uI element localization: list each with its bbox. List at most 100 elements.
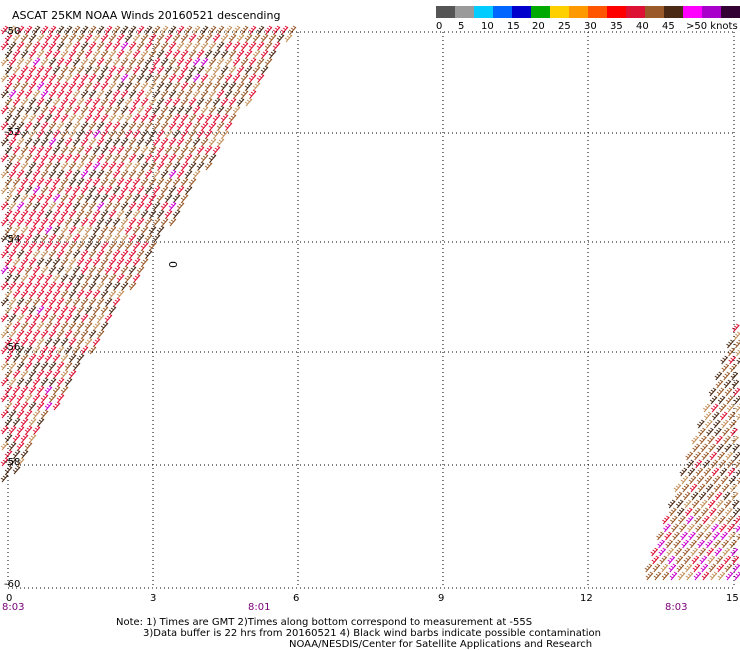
wind-barb <box>164 209 173 219</box>
wind-barb <box>666 547 675 557</box>
wind-barb <box>100 49 109 59</box>
wind-barb <box>64 121 73 131</box>
wind-barb <box>176 169 185 179</box>
wind-barb <box>40 121 49 131</box>
wind-barb <box>64 249 73 259</box>
wind-barb <box>184 153 193 163</box>
wind-barb <box>200 153 209 163</box>
wind-barb <box>68 33 77 43</box>
scale-label: 45 <box>662 21 675 32</box>
wind-barb <box>48 201 57 211</box>
wind-barb <box>88 201 97 211</box>
wind-barb <box>124 129 133 139</box>
wind-barb <box>24 217 33 227</box>
wind-barb <box>124 113 133 123</box>
wind-barb <box>4 209 13 219</box>
wind-barb <box>702 459 711 469</box>
wind-barb <box>64 153 73 163</box>
scale-color-cell <box>512 6 531 18</box>
wind-barb <box>668 507 677 517</box>
wind-barb <box>4 305 13 315</box>
wind-barb <box>272 41 281 51</box>
wind-barb <box>40 329 49 339</box>
wind-barb <box>68 177 77 187</box>
wind-barb <box>12 321 21 331</box>
wind-barb <box>68 49 77 59</box>
wind-barb <box>104 105 113 115</box>
wind-barb <box>692 507 701 517</box>
wind-barb <box>36 289 45 299</box>
wind-barb <box>692 443 700 453</box>
wind-barb <box>80 105 89 115</box>
wind-barb <box>8 457 17 467</box>
wind-barb <box>64 281 73 291</box>
wind-barb <box>76 321 85 331</box>
wind-barb <box>24 153 33 163</box>
wind-barb <box>32 89 41 99</box>
wind-barb <box>176 41 185 51</box>
wind-barb <box>100 33 109 43</box>
wind-barb <box>88 89 97 99</box>
wind-barb <box>16 169 25 179</box>
wind-barb <box>120 249 129 259</box>
wind-barb <box>32 57 41 67</box>
wind-barb <box>44 177 53 187</box>
wind-barb <box>76 113 85 123</box>
wind-barb <box>72 329 81 339</box>
wind-barb <box>168 217 177 227</box>
wind-barb <box>216 41 225 51</box>
wind-barb <box>729 539 737 549</box>
wind-barb <box>92 273 101 283</box>
wind-barb <box>224 57 233 67</box>
wind-barb <box>76 177 85 187</box>
wind-barb <box>244 97 253 107</box>
wind-barb <box>192 121 201 131</box>
wind-barb <box>730 547 739 557</box>
wind-barb <box>56 329 65 339</box>
wind-barb <box>204 81 213 91</box>
wind-barb <box>709 571 718 581</box>
wind-barb <box>160 73 169 83</box>
wind-barb <box>36 305 45 315</box>
wind-barb <box>20 257 29 267</box>
wind-barb <box>200 25 209 35</box>
wind-barb <box>92 257 101 267</box>
wind-barb <box>0 25 9 35</box>
wind-barb <box>735 523 740 533</box>
wind-barb <box>132 273 141 283</box>
wind-barb <box>712 475 721 485</box>
wind-barb <box>220 49 229 59</box>
wind-barb <box>132 145 141 155</box>
wind-barb <box>80 297 89 307</box>
wind-barb <box>52 209 61 219</box>
wind-barb <box>80 313 89 323</box>
wind-barb <box>733 571 740 581</box>
wind-barb <box>72 73 81 83</box>
wind-barb <box>180 49 189 59</box>
wind-barb <box>72 153 81 163</box>
wind-barb <box>52 305 61 315</box>
wind-barb <box>96 281 105 291</box>
wind-barb <box>92 241 101 251</box>
wind-barb <box>731 555 740 565</box>
wind-barb <box>36 161 45 171</box>
wind-barb <box>52 241 61 251</box>
wind-barb <box>52 97 61 107</box>
wind-barb <box>32 121 41 131</box>
wind-barb <box>108 209 117 219</box>
wind-barb <box>684 507 693 517</box>
wind-barb <box>156 193 165 203</box>
wind-barb <box>236 81 245 91</box>
wind-barb <box>44 145 53 155</box>
wind-barb <box>683 555 692 565</box>
wind-barb <box>689 483 698 493</box>
wind-barb <box>52 129 61 139</box>
wind-barb <box>72 25 81 35</box>
wind-barb <box>228 33 237 43</box>
wind-barb <box>56 89 65 99</box>
wind-barb <box>100 145 109 155</box>
wind-barb <box>64 57 73 67</box>
wind-barb <box>96 73 105 83</box>
wind-barb <box>132 129 141 139</box>
wind-barb <box>80 249 89 259</box>
